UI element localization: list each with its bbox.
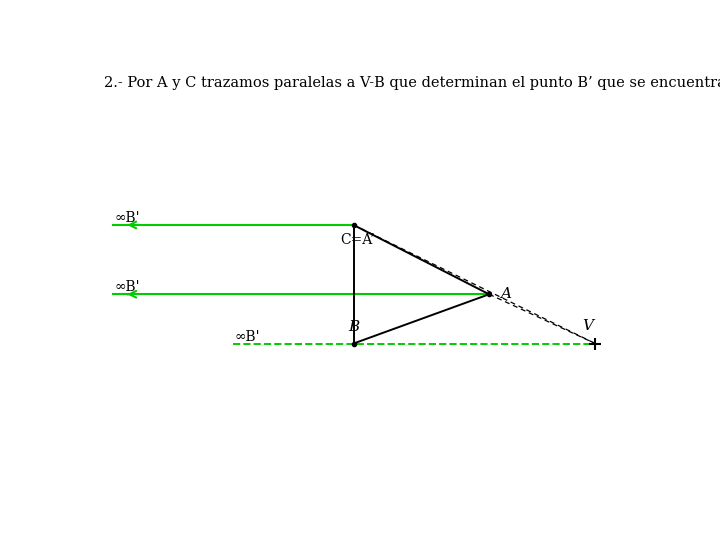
Text: ∞B': ∞B' — [114, 211, 140, 225]
Text: C=A’: C=A’ — [340, 233, 374, 247]
Text: B: B — [348, 320, 359, 334]
Text: 2.- Por A y C trazamos paralelas a V-B que determinan el punto B’ que se encuent: 2.- Por A y C trazamos paralelas a V-B q… — [104, 76, 720, 90]
Text: ∞B': ∞B' — [114, 280, 140, 294]
Text: V: V — [582, 319, 593, 333]
Text: A: A — [500, 287, 511, 301]
Text: ∞B': ∞B' — [235, 329, 261, 343]
